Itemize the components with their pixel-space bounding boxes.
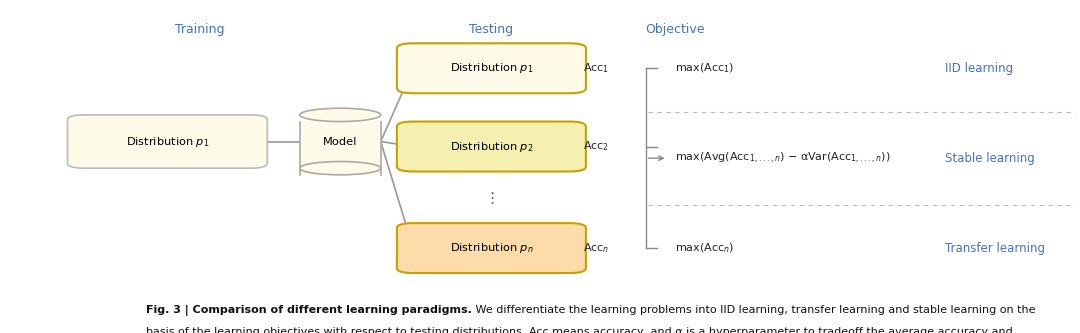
Text: max(Acc$_1$): max(Acc$_1$)	[675, 62, 734, 75]
Text: ⋮: ⋮	[484, 190, 499, 206]
Text: Distribution $p_1$: Distribution $p_1$	[125, 135, 210, 149]
Text: Distribution $p_n$: Distribution $p_n$	[449, 241, 534, 255]
Ellipse shape	[300, 162, 380, 175]
Text: Objective: Objective	[645, 23, 705, 37]
Text: max(Avg(Acc$_{1,...,n}$) − αVar(Acc$_{1,...,n}$)): max(Avg(Acc$_{1,...,n}$) − αVar(Acc$_{1,…	[675, 151, 891, 166]
Text: Transfer learning: Transfer learning	[945, 241, 1045, 255]
Text: Model: Model	[323, 137, 357, 147]
FancyBboxPatch shape	[397, 122, 585, 171]
Text: Distribution $p_2$: Distribution $p_2$	[449, 140, 534, 154]
Bar	[300, 122, 381, 175]
Text: IID learning: IID learning	[945, 62, 1013, 75]
FancyBboxPatch shape	[397, 43, 585, 93]
Text: We differentiate the learning problems into IID learning, transfer learning and : We differentiate the learning problems i…	[472, 305, 1035, 315]
Text: Testing: Testing	[470, 23, 513, 37]
Text: basis of the learning objectives with respect to testing distributions. Acc mean: basis of the learning objectives with re…	[146, 327, 1013, 333]
Text: Acc$_1$: Acc$_1$	[583, 61, 609, 75]
Text: Acc$_n$: Acc$_n$	[583, 241, 609, 255]
FancyBboxPatch shape	[67, 115, 268, 168]
Text: Training: Training	[175, 23, 225, 37]
Text: Acc$_2$: Acc$_2$	[583, 140, 609, 154]
FancyBboxPatch shape	[397, 223, 585, 273]
Text: max(Acc$_n$): max(Acc$_n$)	[675, 241, 734, 255]
Text: Fig. 3 | Comparison of different learning paradigms.: Fig. 3 | Comparison of different learnin…	[146, 305, 472, 316]
Text: Stable learning: Stable learning	[945, 152, 1035, 165]
Ellipse shape	[300, 108, 380, 122]
Text: Distribution $p_1$: Distribution $p_1$	[449, 61, 534, 75]
